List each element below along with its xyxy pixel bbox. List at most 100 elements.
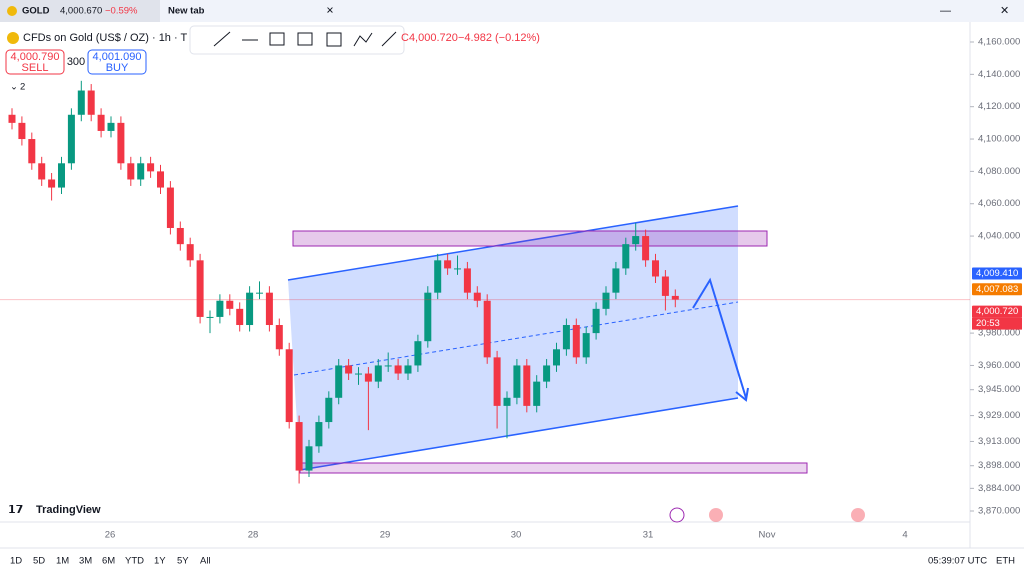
range-button[interactable]: 1Y <box>154 556 166 567</box>
candle-body <box>58 163 65 188</box>
event-icon[interactable] <box>669 507 685 523</box>
x-tick-label: 31 <box>643 530 654 541</box>
candle-body <box>345 365 353 374</box>
price-tag <box>972 305 1022 318</box>
tab[interactable] <box>0 0 160 22</box>
candle-body <box>176 227 184 245</box>
candle-body <box>503 397 511 406</box>
candle-body <box>206 316 214 318</box>
x-tick-label: 28 <box>248 530 259 541</box>
candle-body <box>147 163 155 172</box>
candle-body <box>166 187 174 228</box>
resistance-zone <box>292 230 768 247</box>
candle-body <box>38 163 46 180</box>
tab-change: −0.59% <box>105 6 138 17</box>
candle-body <box>434 260 442 293</box>
candle-body <box>493 357 501 406</box>
y-tick-label: 4,100.000 <box>978 134 1020 145</box>
candle-body <box>256 292 263 294</box>
candle-body <box>77 90 85 115</box>
spread: 300 <box>67 56 85 68</box>
candle-body <box>315 422 323 447</box>
session[interactable]: ETH <box>996 556 1015 567</box>
support-zone <box>299 462 808 474</box>
event-icon[interactable] <box>709 508 723 522</box>
candle-body <box>444 260 452 269</box>
close-tab[interactable]: ✕ <box>326 6 334 17</box>
y-tick-label: 4,120.000 <box>978 101 1020 112</box>
candle-body <box>87 90 95 115</box>
logo-mark: 𝟭𝟳 <box>8 504 23 516</box>
buy-price: 4,001.090 <box>93 51 142 63</box>
y-tick-label: 3,960.000 <box>978 360 1020 371</box>
channel-bottom <box>299 397 739 471</box>
candle-body <box>632 236 640 245</box>
candle-body <box>671 295 679 300</box>
toolbar-icons[interactable] <box>213 31 397 47</box>
tab-new[interactable]: New tab <box>168 6 205 17</box>
range-button[interactable]: 6M <box>102 556 115 567</box>
price-tag-label: 4,009.410 <box>976 268 1018 279</box>
candle-body <box>612 268 620 293</box>
y-tick-label: 3,929.000 <box>978 410 1020 421</box>
close-window[interactable]: ✕ <box>1000 5 1009 17</box>
y-tick-label: 4,140.000 <box>978 69 1020 80</box>
candle-body <box>216 300 224 317</box>
minimize[interactable]: — <box>940 5 951 17</box>
candle-body <box>523 365 531 406</box>
candle-body <box>285 349 293 423</box>
price-tag <box>972 283 1022 296</box>
symbol-title: CFDs on Gold (US$ / OZ) · 1h · T <box>23 32 188 44</box>
x-tick-label: 4 <box>902 530 907 541</box>
candle-body <box>592 308 600 334</box>
range-button[interactable]: 5D <box>33 556 45 567</box>
y-tick-label: 4,160.000 <box>978 37 1020 48</box>
candle-body <box>226 300 234 309</box>
range-button[interactable]: 5Y <box>177 556 189 567</box>
clock: 05:39:07 UTC <box>928 556 987 567</box>
candle-body <box>28 139 36 164</box>
indicator-toggle[interactable]: ⌄ <box>10 82 18 93</box>
arrow-head <box>735 387 749 402</box>
bottom-bar: 1D 5D 1M 3M 6M YTD 1Y 5Y All <box>10 556 211 567</box>
candle-body <box>265 292 273 326</box>
candle-body <box>335 365 343 398</box>
candle-body <box>236 308 244 326</box>
candle-body <box>642 236 650 261</box>
buy-label: BUY <box>106 62 129 74</box>
range-button[interactable]: YTD <box>125 556 144 567</box>
y-tick-label: 3,945.000 <box>978 384 1020 395</box>
candle-body <box>374 365 382 382</box>
candle-body <box>18 122 26 140</box>
range-button[interactable]: All <box>200 556 211 567</box>
event-icon[interactable] <box>851 508 865 522</box>
candle-body <box>246 292 254 326</box>
projection-arrow <box>692 277 747 399</box>
candle-body <box>67 114 75 164</box>
price-tag-label: 4,000.720 <box>976 306 1018 317</box>
sell-button[interactable] <box>5 49 65 75</box>
y-tick-label: 3,870.000 <box>978 506 1020 517</box>
tab-bar <box>0 0 1024 22</box>
x-tick-label: 26 <box>105 530 116 541</box>
x-tick-label: Nov <box>759 530 776 541</box>
candle-body <box>582 333 590 358</box>
range-button[interactable]: 3M <box>79 556 92 567</box>
range-button[interactable]: 1D <box>10 556 22 567</box>
candle-body <box>572 325 580 358</box>
candle-body <box>454 268 461 270</box>
candle-body <box>107 122 115 131</box>
plot: 4,160.000 4,140.000 4,120.000 4,100.000 4,08… <box>0 22 1022 548</box>
candle-body <box>513 365 521 398</box>
buy-button[interactable] <box>87 49 147 75</box>
x-tick-label: 29 <box>380 530 391 541</box>
price-tag <box>972 267 1022 280</box>
candle-body <box>424 292 432 342</box>
y-tick-label: 3,980.000 <box>978 328 1020 339</box>
indicator-count[interactable]: 2 <box>20 82 25 93</box>
candle-body <box>186 244 194 261</box>
range-button[interactable]: 1M <box>56 556 69 567</box>
candle-body <box>394 365 402 374</box>
candle-body <box>463 268 471 293</box>
